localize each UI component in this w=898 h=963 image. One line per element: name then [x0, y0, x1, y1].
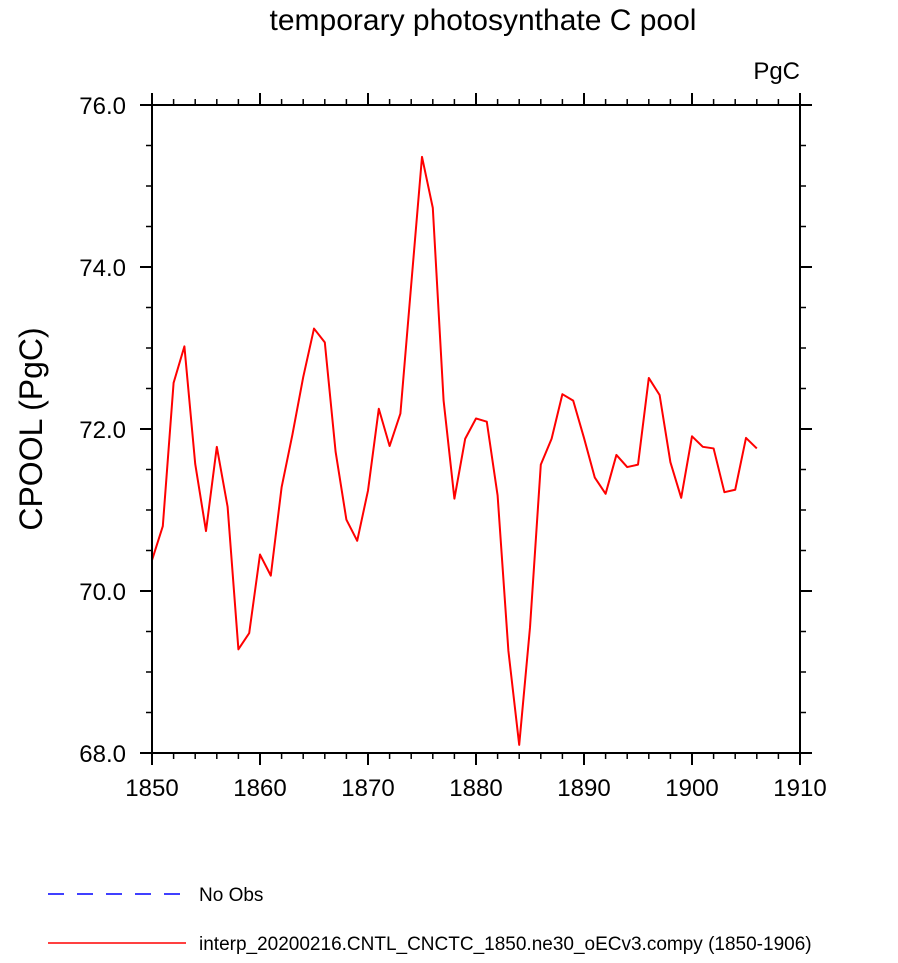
- legend: No Obs interp_20200216.CNTL_CNCTC_1850.ne…: [48, 885, 812, 955]
- y-tick-label: 68.0: [79, 741, 126, 768]
- series-line-0: [151, 155, 758, 746]
- y-tick-label: 76.0: [79, 93, 126, 120]
- legend-label-0: No Obs: [199, 885, 263, 906]
- chart-title: temporary photosynthate C pool: [270, 4, 697, 37]
- y-axis-label: CPOOL (PgC): [13, 327, 49, 530]
- units-label: PgC: [753, 58, 800, 85]
- x-tick-label: 1900: [665, 775, 718, 802]
- x-tick-label: 1850: [125, 775, 178, 802]
- x-tick-label: 1910: [773, 775, 826, 802]
- axes: 1850 1860 1870 1880 1890 1900 1910 68.0 70.0 72.0…: [79, 93, 827, 802]
- x-tick-label: 1880: [449, 775, 502, 802]
- plot-area: [151, 155, 758, 746]
- plot-frame: [151, 104, 801, 754]
- legend-label-1: interp_20200216.CNTL_CNCTC_1850.ne30_oEC…: [199, 934, 812, 955]
- x-tick-label: 1890: [557, 775, 610, 802]
- x-tick-label: 1870: [341, 775, 394, 802]
- y-tick-label: 72.0: [79, 417, 126, 444]
- y-tick-label: 70.0: [79, 579, 126, 606]
- x-tick-label: 1860: [233, 775, 286, 802]
- y-tick-label: 74.0: [79, 255, 126, 282]
